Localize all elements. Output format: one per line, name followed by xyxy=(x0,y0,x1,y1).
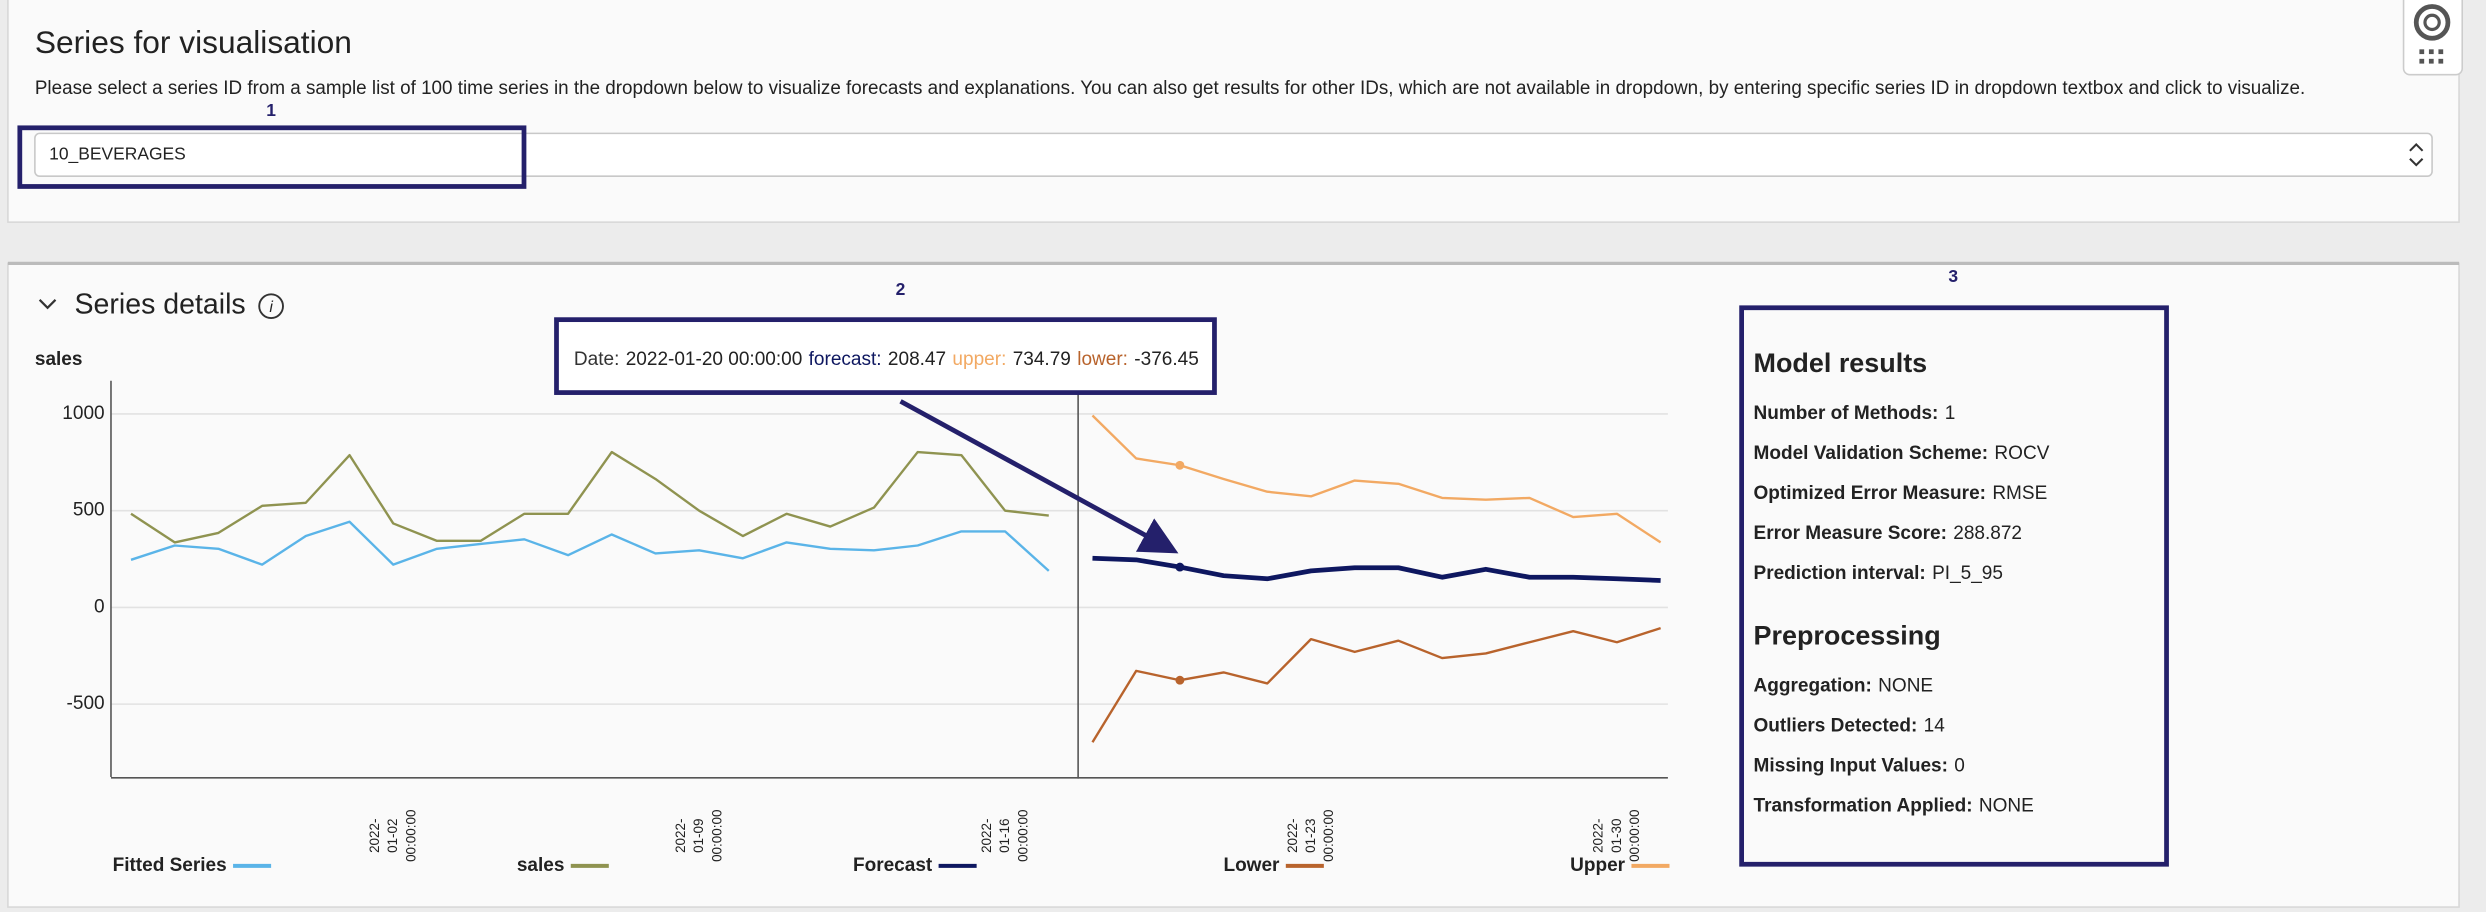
legend-label: Lower xyxy=(1223,855,1280,876)
hover-point xyxy=(1175,675,1185,685)
x-tick-label: 2022- 01-30 00:00:00 xyxy=(1590,809,1641,861)
results-box xyxy=(1739,305,2169,867)
result-value: 14 xyxy=(1924,716,1946,737)
tooltip-value: -376.45 xyxy=(1134,349,1198,370)
result-value: ROCV xyxy=(1994,443,2049,464)
x-tick-label: 2022- 01-23 00:00:00 xyxy=(1284,809,1335,861)
dropdown-value[interactable]: 10_BEVERAGES xyxy=(49,143,186,164)
legend-label: Fitted Series xyxy=(113,855,227,876)
legend-label: Forecast xyxy=(853,855,933,876)
x-tick-label: 2022- 01-02 00:00:00 xyxy=(367,809,418,861)
series-line xyxy=(130,450,1049,544)
result-row: Model Validation Scheme: ROCV xyxy=(1754,443,2050,464)
series-line xyxy=(1091,626,1661,743)
result-value: NONE xyxy=(1878,676,1933,697)
annotation-number: 2 xyxy=(896,279,906,299)
y-tick-label: -500 xyxy=(67,693,105,714)
y-axis-label: sales xyxy=(35,349,83,370)
series-line xyxy=(1092,555,1661,583)
series-dropdown[interactable] xyxy=(34,132,2433,177)
result-row: Prediction interval: PI_5_95 xyxy=(1754,563,2003,584)
result-row: Error Measure Score: 288.872 xyxy=(1754,523,2022,544)
legend-label: Upper xyxy=(1570,855,1626,876)
tooltip-text: Date: 2022-01-20 00:00:00 forecast: 208.47 u… xyxy=(574,349,1199,370)
annotation-arrow xyxy=(899,399,1179,554)
result-row: Aggregation: NONE xyxy=(1754,676,1934,697)
result-value: 1 xyxy=(1945,403,1956,424)
apps-icon[interactable] xyxy=(2419,49,2444,64)
annotation-number: 1 xyxy=(266,100,276,120)
tooltip-value: 2022-01-20 00:00:00 xyxy=(626,349,803,370)
highlight-box xyxy=(17,125,527,189)
result-label: Number of Methods: xyxy=(1754,403,1939,424)
series-line xyxy=(1091,414,1662,544)
y-tick-label: 1000 xyxy=(62,403,104,424)
help-icon-inner[interactable] xyxy=(2423,13,2441,32)
description: Please select a series ID from a sample … xyxy=(35,78,2305,99)
result-label: Missing Input Values: xyxy=(1754,756,1948,777)
result-label: Optimized Error Measure: xyxy=(1754,483,1986,504)
result-row: Missing Input Values: 0 xyxy=(1754,756,1965,777)
result-row: Number of Methods: 1 xyxy=(1754,403,1956,424)
result-value: 0 xyxy=(1954,756,1965,777)
result-value: RMSE xyxy=(1992,483,2047,504)
section-title: Model results xyxy=(1754,348,1928,378)
help-icon[interactable] xyxy=(2413,4,2451,41)
tooltip xyxy=(554,317,1217,395)
result-row: Outliers Detected: 14 xyxy=(1754,716,1946,737)
tooltip-label: upper: xyxy=(952,349,1006,370)
info-icon[interactable] xyxy=(258,293,284,320)
hover-point xyxy=(1175,460,1185,470)
x-tick-label: 2022- 01-16 00:00:00 xyxy=(978,809,1029,861)
series-line xyxy=(130,520,1050,572)
result-value: PI_5_95 xyxy=(1932,563,2003,584)
result-row: Transformation Applied: NONE xyxy=(1754,796,2034,817)
results: Model results Number of Methods: 1 Model Va… xyxy=(1754,348,2050,817)
result-label: Model Validation Scheme: xyxy=(1754,443,1989,464)
y-tick-label: 0 xyxy=(94,596,105,617)
tooltip-value: 734.79 xyxy=(1013,349,1071,370)
result-label: Error Measure Score: xyxy=(1754,523,1947,544)
result-row: Optimized Error Measure: RMSE xyxy=(1754,483,2048,504)
result-value: NONE xyxy=(1979,796,2034,817)
dropdown-arrows[interactable] xyxy=(2409,142,2424,167)
details-title: Series details xyxy=(75,289,246,321)
annotation-number: 3 xyxy=(1948,266,1958,286)
tooltip-label: lower: xyxy=(1077,349,1128,370)
result-label: Prediction interval: xyxy=(1754,563,1926,584)
panel-title: Series for visualisation xyxy=(35,24,352,60)
legend-label: sales xyxy=(517,855,565,876)
collapse-chevron[interactable] xyxy=(38,299,57,310)
chart: -500 0 500 1000 2022- 01-02 00:00:00 2022- 01-09… xyxy=(62,380,1670,876)
result-label: Transformation Applied: xyxy=(1754,796,1973,817)
result-value: 288.872 xyxy=(1953,523,2022,544)
hover-point xyxy=(1175,562,1185,572)
x-tick-label: 2022- 01-09 00:00:00 xyxy=(672,809,723,861)
info-icon-glyph[interactable]: i xyxy=(269,299,273,316)
tooltip-label: Date: xyxy=(574,349,619,370)
tooltip-value: 208.47 xyxy=(888,349,946,370)
result-label: Aggregation: xyxy=(1754,676,1872,697)
section-title: Preprocessing xyxy=(1754,621,1941,651)
y-tick-label: 500 xyxy=(73,500,105,521)
result-label: Outliers Detected: xyxy=(1754,716,1918,737)
tooltip-label: forecast: xyxy=(809,349,882,370)
